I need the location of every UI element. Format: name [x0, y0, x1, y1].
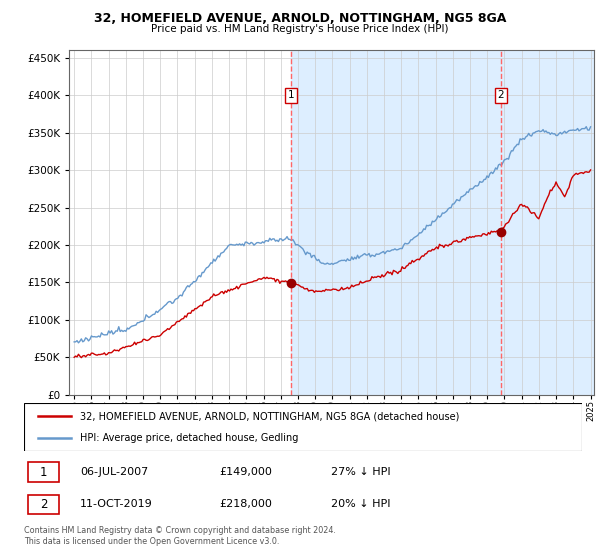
Text: HPI: Average price, detached house, Gedling: HPI: Average price, detached house, Gedl… [80, 433, 298, 443]
Text: 1: 1 [40, 465, 47, 479]
Text: 2: 2 [497, 90, 504, 100]
Text: Price paid vs. HM Land Registry's House Price Index (HPI): Price paid vs. HM Land Registry's House … [151, 24, 449, 34]
Text: 27% ↓ HPI: 27% ↓ HPI [331, 467, 391, 477]
Text: 2: 2 [40, 498, 47, 511]
FancyBboxPatch shape [28, 463, 59, 482]
Text: 32, HOMEFIELD AVENUE, ARNOLD, NOTTINGHAM, NG5 8GA (detached house): 32, HOMEFIELD AVENUE, ARNOLD, NOTTINGHAM… [80, 411, 459, 421]
Text: 1: 1 [287, 90, 294, 100]
Text: Contains HM Land Registry data © Crown copyright and database right 2024.
This d: Contains HM Land Registry data © Crown c… [24, 526, 336, 546]
Text: 32, HOMEFIELD AVENUE, ARNOLD, NOTTINGHAM, NG5 8GA: 32, HOMEFIELD AVENUE, ARNOLD, NOTTINGHAM… [94, 12, 506, 25]
Text: £149,000: £149,000 [220, 467, 272, 477]
Bar [291, 50, 594, 395]
Text: 06-JUL-2007: 06-JUL-2007 [80, 467, 148, 477]
Text: 20% ↓ HPI: 20% ↓ HPI [331, 500, 391, 509]
Text: £218,000: £218,000 [220, 500, 272, 509]
FancyBboxPatch shape [28, 494, 59, 514]
Text: 11-OCT-2019: 11-OCT-2019 [80, 500, 152, 509]
